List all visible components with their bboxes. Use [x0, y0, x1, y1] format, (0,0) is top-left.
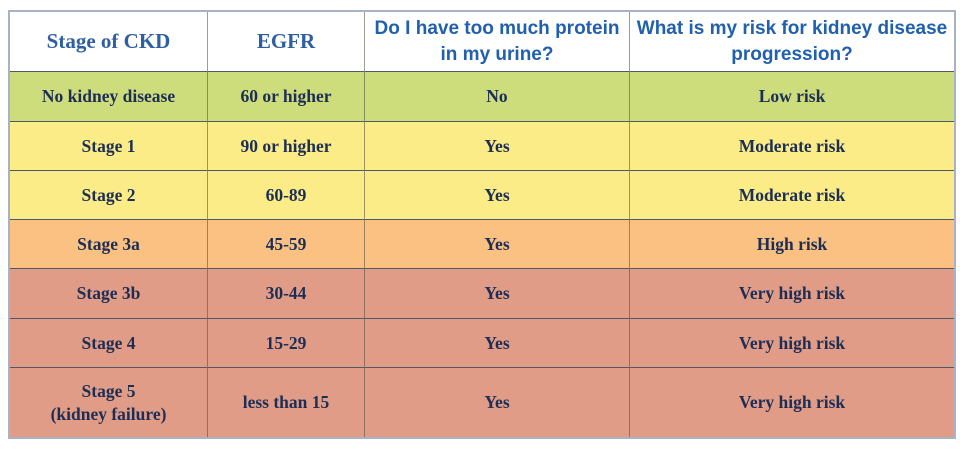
cell-protein: Yes	[365, 122, 630, 171]
cell-stage: Stage 3b	[10, 269, 208, 319]
cell-risk: Very high risk	[738, 392, 846, 413]
cell-protein: Yes	[365, 171, 630, 220]
table-row: No kidney disease 60 or higher No Low ri…	[10, 72, 954, 122]
cell-egfr: 60-89	[208, 171, 365, 220]
cell-protein: No	[365, 72, 630, 122]
table-row: Stage 5 (kidney failure) less than 15 Ye…	[10, 368, 954, 437]
cell-risk: Very high risk	[630, 319, 954, 368]
table-row: Stage 4 15-29 Yes Very high risk	[10, 319, 954, 368]
cell-protein: Yes	[365, 368, 630, 437]
cell-stage: Stage 2	[10, 171, 208, 220]
cell-risk: High risk	[630, 220, 954, 269]
table-row: Stage 2 60-89 Yes Moderate risk	[10, 171, 954, 220]
cell-stage: Stage 5 (kidney failure)	[10, 368, 208, 437]
table-body: No kidney disease 60 or higher No Low ri…	[10, 72, 954, 437]
table-row: Stage 1 90 or higher Yes Moderate risk	[10, 122, 954, 171]
cell-risk: Very high risk	[630, 269, 954, 319]
cell-stage: No kidney disease	[10, 72, 208, 122]
cell-egfr: 30-44	[208, 269, 365, 319]
table-row: Stage 3a 45-59 Yes High risk	[10, 220, 954, 269]
header-protein-question: Do I have too much protein in my urine?	[365, 12, 630, 72]
cell-protein: Yes	[365, 220, 630, 269]
ckd-stages-table: Stage of CKD EGFR Do I have too much pro…	[8, 10, 956, 439]
cell-protein: Yes	[365, 269, 630, 319]
header-egfr: EGFR	[208, 12, 365, 72]
cell-risk: Moderate risk	[630, 122, 954, 171]
cell-egfr: 90 or higher	[208, 122, 365, 171]
cell-risk: Moderate risk	[630, 171, 954, 220]
cell-stage: Stage 3a	[10, 220, 208, 269]
header-risk-question: What is my risk for kidney disease progr…	[630, 12, 954, 72]
cell-protein: Yes	[365, 319, 630, 368]
table-header-row: Stage of CKD EGFR Do I have too much pro…	[10, 12, 954, 72]
cell-stage: Stage 1	[10, 122, 208, 171]
cell-egfr: less than 15	[208, 368, 365, 437]
cell-stage: Stage 4	[10, 319, 208, 368]
cell-egfr: 15-29	[208, 319, 365, 368]
cell-risk: Low risk	[630, 72, 954, 122]
cell-egfr: 60 or higher	[208, 72, 365, 122]
table-row: Stage 3b 30-44 Yes Very high risk	[10, 269, 954, 319]
cell-egfr: 45-59	[208, 220, 365, 269]
header-stage-of-ckd: Stage of CKD	[10, 12, 208, 72]
